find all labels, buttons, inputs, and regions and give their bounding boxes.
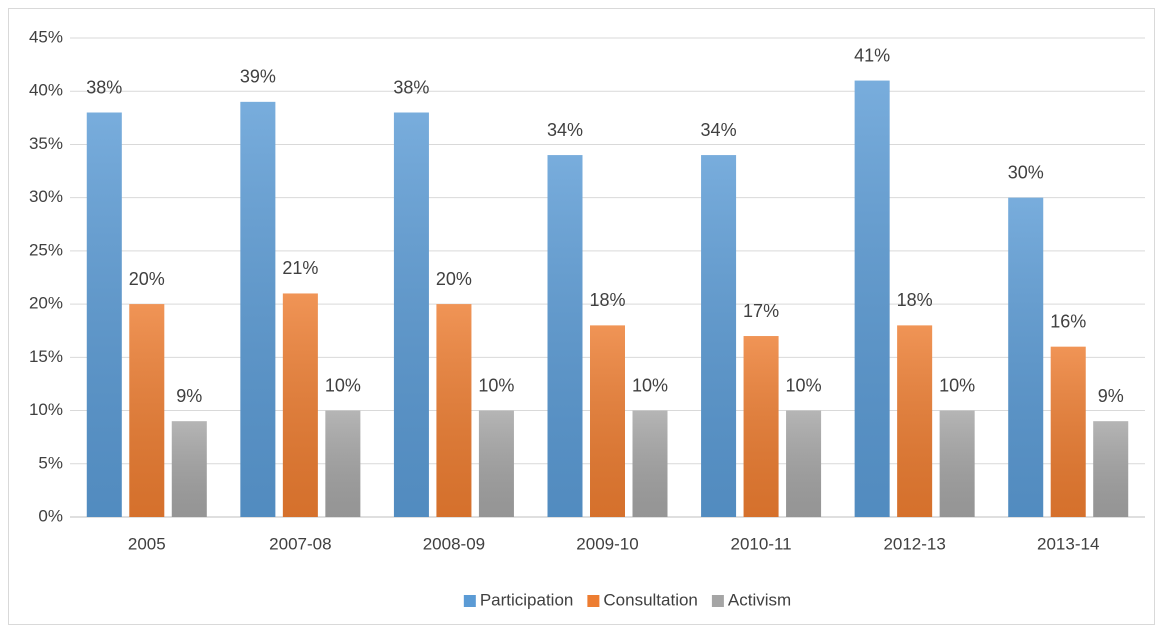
x-tick-label: 2005 — [128, 534, 166, 553]
y-tick-label: 20% — [29, 294, 63, 313]
data-label: 39% — [240, 67, 276, 87]
bar — [282, 293, 318, 517]
data-label: 10% — [478, 375, 514, 395]
y-tick-label: 30% — [29, 187, 63, 206]
x-tick-label: 2013-14 — [1037, 534, 1099, 553]
bar — [743, 336, 779, 517]
data-label: 34% — [701, 120, 737, 140]
data-label: 41% — [854, 45, 890, 65]
data-label: 17% — [743, 301, 779, 321]
y-tick-label: 25% — [29, 240, 63, 259]
bar — [1008, 197, 1044, 517]
bar — [939, 410, 975, 517]
data-label: 16% — [1050, 311, 1086, 331]
data-label: 10% — [786, 375, 822, 395]
x-tick-label: 2009-10 — [576, 534, 638, 553]
x-tick-label: 2007-08 — [269, 534, 331, 553]
bar — [325, 410, 361, 517]
data-label: 10% — [632, 375, 668, 395]
legend-swatch — [711, 595, 724, 607]
bar — [786, 410, 822, 517]
data-label: 18% — [897, 290, 933, 310]
data-label: 10% — [939, 375, 975, 395]
bar — [854, 80, 890, 518]
legend-label: Consultation — [603, 590, 698, 609]
bar — [590, 325, 625, 517]
bar — [1093, 421, 1129, 517]
bar — [478, 410, 514, 517]
legend-swatch — [587, 595, 600, 607]
data-label: 34% — [547, 120, 583, 140]
bar — [632, 410, 668, 517]
x-tick-label: 2010-11 — [731, 534, 792, 553]
bar — [240, 101, 276, 517]
y-tick-label: 0% — [38, 506, 63, 525]
legend-swatch — [463, 595, 476, 607]
data-label: 20% — [129, 269, 165, 289]
data-label: 9% — [176, 386, 202, 406]
x-tick-label: 2012-13 — [883, 534, 945, 553]
data-label: 38% — [393, 77, 429, 97]
y-tick-label: 45% — [29, 27, 63, 46]
data-label: 18% — [589, 290, 625, 310]
data-label: 20% — [436, 269, 472, 289]
legend: Participation Consultation Activism — [463, 590, 791, 609]
x-tick-label: 2008-09 — [423, 534, 485, 553]
data-label: 21% — [282, 258, 318, 278]
bar — [129, 304, 165, 517]
data-label: 38% — [86, 77, 122, 97]
bar — [1050, 346, 1086, 517]
y-tick-label: 35% — [29, 134, 63, 153]
data-label: 30% — [1008, 162, 1044, 182]
data-label: 10% — [325, 375, 361, 395]
y-tick-label: 5% — [38, 453, 63, 472]
y-tick-label: 15% — [29, 347, 63, 366]
bar — [171, 421, 207, 517]
bar — [897, 325, 933, 517]
bar — [547, 155, 583, 518]
data-label: 9% — [1098, 386, 1124, 406]
bar — [701, 155, 737, 518]
bar — [86, 112, 122, 517]
y-tick-label: 10% — [29, 400, 63, 419]
y-tick-label: 40% — [29, 81, 63, 100]
legend-label: Activism — [728, 590, 791, 609]
bar — [436, 304, 472, 517]
legend-label: Participation — [480, 590, 574, 609]
bar — [393, 112, 429, 517]
